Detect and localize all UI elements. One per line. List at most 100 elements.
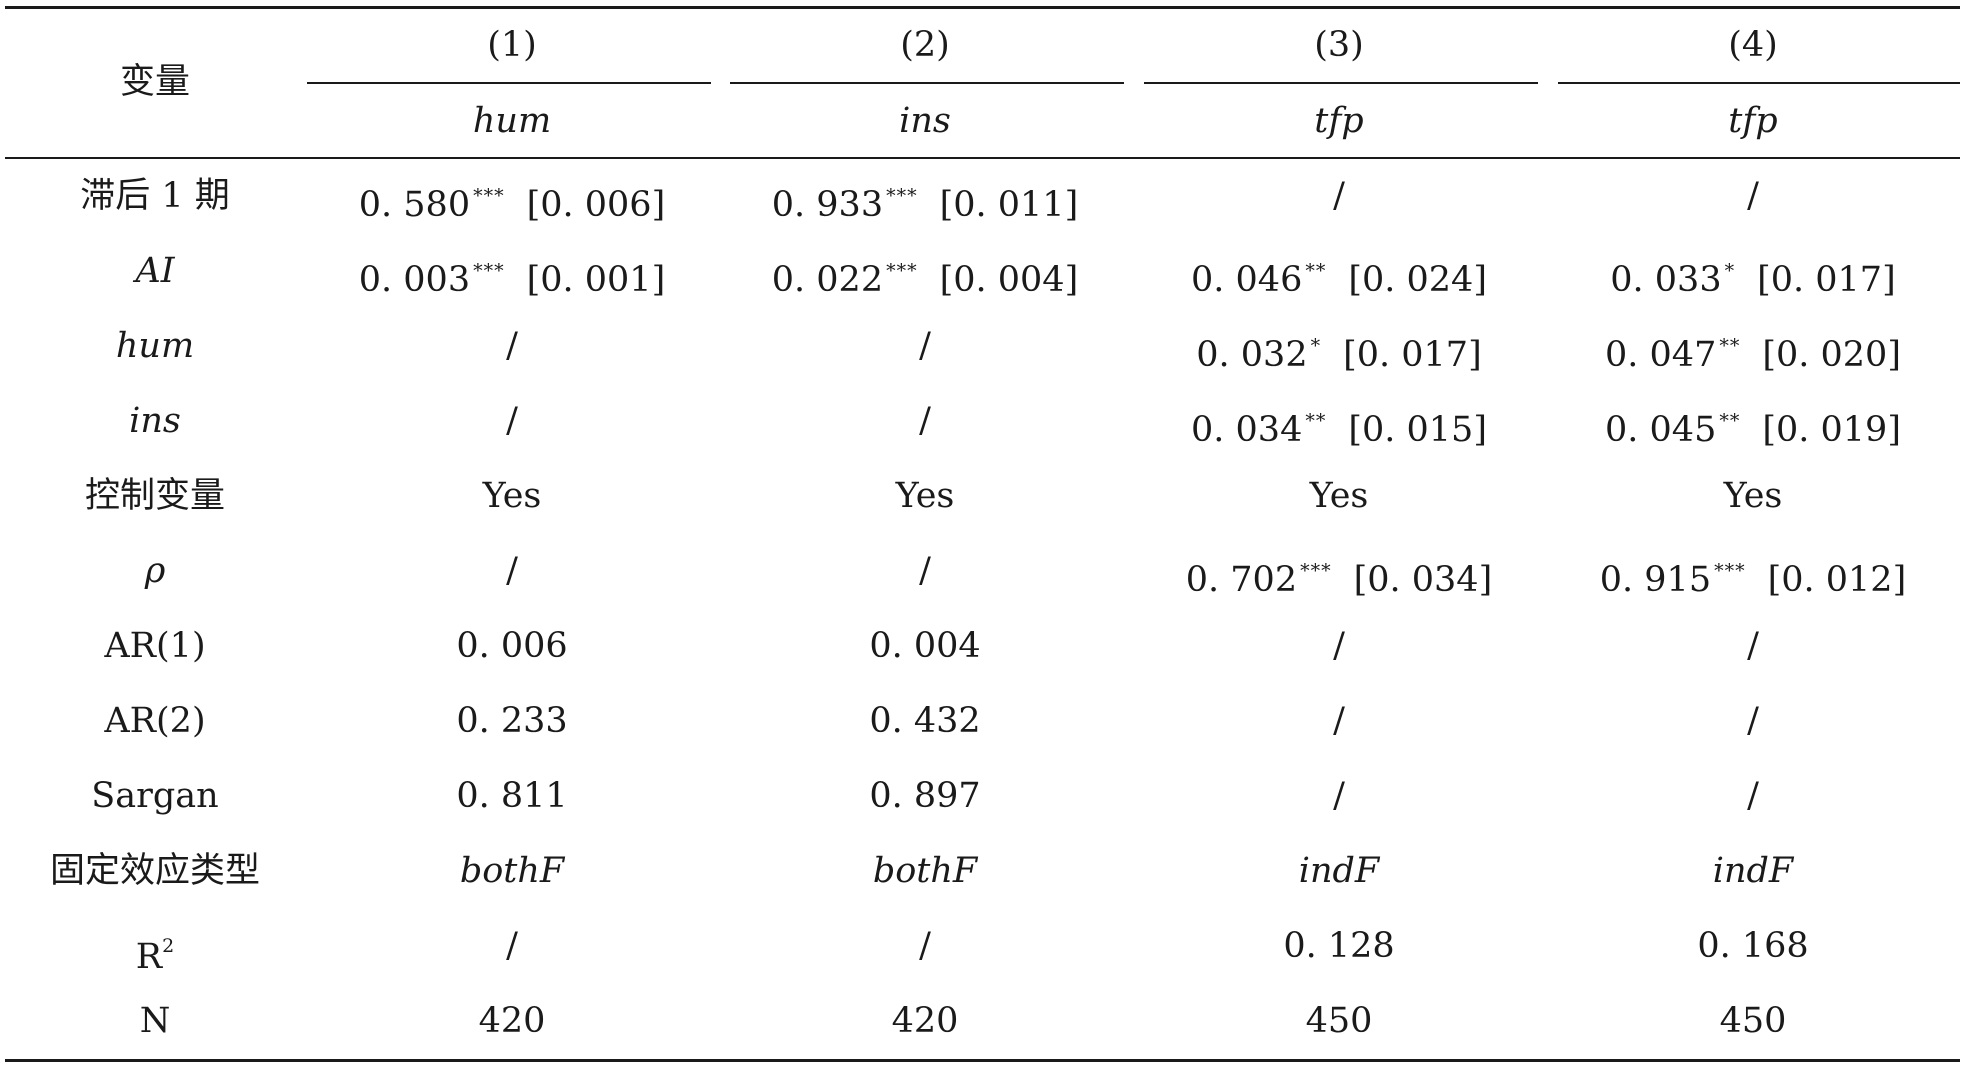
cell-value: / bbox=[1747, 776, 1759, 816]
table-cell: 0. 933 *** [0. 011] bbox=[718, 159, 1132, 234]
cell-value: 0. 432 bbox=[869, 701, 981, 741]
table-cell: / bbox=[1132, 609, 1546, 684]
significance-stars: ** bbox=[1719, 410, 1741, 432]
significance-stars: *** bbox=[473, 260, 505, 282]
cell-value: / bbox=[919, 926, 931, 966]
standard-error: [0. 034] bbox=[1353, 560, 1493, 600]
cell-value: / bbox=[1333, 626, 1345, 666]
table-cell: / bbox=[718, 534, 1132, 609]
row-label-text: AR(2) bbox=[104, 701, 206, 741]
cell-value: 0. 702 bbox=[1185, 560, 1298, 600]
table-cell: Yes bbox=[1546, 459, 1960, 534]
row-label: N bbox=[0, 984, 310, 1059]
col4-number: (4) bbox=[1728, 25, 1778, 65]
table-cell: bothF bbox=[305, 834, 719, 909]
significance-stars: *** bbox=[473, 185, 505, 207]
table-cell: 0. 915 *** [0. 012] bbox=[1546, 534, 1960, 609]
row-label: 滞后 1 期 bbox=[0, 159, 310, 234]
cell-value: / bbox=[1333, 701, 1345, 741]
significance-stars: *** bbox=[886, 260, 918, 282]
table-cell: Yes bbox=[305, 459, 719, 534]
row-label-text: hum bbox=[115, 326, 195, 366]
table-cell: 0. 034 ** [0. 015] bbox=[1132, 384, 1546, 459]
cell-value: 0. 897 bbox=[869, 776, 981, 816]
cell-value: / bbox=[919, 551, 931, 591]
table-cell: / bbox=[1132, 759, 1546, 834]
table-cell: 0. 811 bbox=[305, 759, 719, 834]
col3-dependent-var: tfp bbox=[1314, 101, 1364, 141]
table-cell: 450 bbox=[1546, 984, 1960, 1059]
standard-error: [0. 001] bbox=[526, 260, 666, 300]
cell-value: 0. 034 bbox=[1191, 410, 1303, 450]
significance-stars: ** bbox=[1719, 335, 1741, 357]
significance-stars: ** bbox=[1305, 260, 1327, 282]
cell-value: 0. 128 bbox=[1283, 926, 1395, 966]
cell-value: / bbox=[506, 401, 518, 441]
row-label: 固定效应类型 bbox=[0, 834, 310, 909]
cell-value: 0. 045 bbox=[1605, 410, 1717, 450]
col2-number: (2) bbox=[900, 25, 950, 65]
cell-value: 0. 032 bbox=[1196, 335, 1308, 375]
significance-stars: * bbox=[1724, 260, 1736, 282]
significance-stars: *** bbox=[886, 185, 918, 207]
cell-value: 420 bbox=[891, 1001, 959, 1041]
row-label: AR(2) bbox=[0, 684, 310, 759]
table-cell: indF bbox=[1546, 834, 1960, 909]
table-cell: 0. 047 ** [0. 020] bbox=[1546, 309, 1960, 384]
standard-error: [0. 015] bbox=[1348, 410, 1487, 450]
table-cell: / bbox=[1546, 684, 1960, 759]
cell-value: indF bbox=[1298, 851, 1380, 891]
table-cell: 0. 432 bbox=[718, 684, 1132, 759]
table-cell: Yes bbox=[1132, 459, 1546, 534]
table-cell: / bbox=[1546, 609, 1960, 684]
table-cell: 0. 033 * [0. 017] bbox=[1546, 234, 1960, 309]
col4-underline bbox=[1558, 82, 1960, 84]
significance-stars: *** bbox=[1714, 560, 1746, 582]
table-cell: 0. 003 *** [0. 001] bbox=[305, 234, 719, 309]
row-label: Sargan bbox=[0, 759, 310, 834]
table-cell: / bbox=[718, 309, 1132, 384]
standard-error: [0. 012] bbox=[1767, 560, 1907, 600]
cell-value: / bbox=[1333, 176, 1345, 216]
table-cell: / bbox=[718, 909, 1132, 984]
cell-value: 0. 933 bbox=[771, 185, 884, 225]
cell-value: indF bbox=[1712, 851, 1794, 891]
col4-dependent-var: tfp bbox=[1728, 101, 1778, 141]
cell-value: / bbox=[1747, 626, 1759, 666]
table-cell: / bbox=[1546, 759, 1960, 834]
standard-error: [0. 017] bbox=[1343, 335, 1482, 375]
row-label-text: ρ bbox=[144, 551, 166, 591]
table-cell: 0. 046 ** [0. 024] bbox=[1132, 234, 1546, 309]
row-label: R2 bbox=[0, 909, 310, 984]
table-cell: / bbox=[305, 534, 719, 609]
row-label-text: R bbox=[135, 937, 163, 977]
header-variable-label: 变量 bbox=[119, 62, 190, 102]
bottom-rule bbox=[5, 1059, 1960, 1062]
significance-stars: ** bbox=[1305, 410, 1327, 432]
row-label: hum bbox=[0, 309, 310, 384]
cell-value: 0. 004 bbox=[869, 626, 981, 666]
cell-value: 0. 022 bbox=[771, 260, 884, 300]
table-cell: 0. 022 *** [0. 004] bbox=[718, 234, 1132, 309]
cell-value: 0. 006 bbox=[456, 626, 568, 666]
header-rule bbox=[5, 157, 1960, 159]
table-cell: 0. 233 bbox=[305, 684, 719, 759]
col3-number: (3) bbox=[1314, 25, 1364, 65]
standard-error: [0. 006] bbox=[526, 185, 666, 225]
cell-value: 0. 003 bbox=[358, 260, 471, 300]
table-cell: 0. 006 bbox=[305, 609, 719, 684]
row-label-text: N bbox=[139, 1001, 171, 1041]
cell-value: / bbox=[506, 926, 518, 966]
cell-value: bothF bbox=[459, 851, 565, 891]
cell-value: / bbox=[1333, 776, 1345, 816]
cell-value: Yes bbox=[895, 476, 955, 516]
cell-value: 0. 168 bbox=[1697, 926, 1809, 966]
table-cell: 0. 004 bbox=[718, 609, 1132, 684]
row-label-superscript: 2 bbox=[162, 935, 175, 957]
row-label-text: 固定效应类型 bbox=[49, 851, 260, 891]
row-label: ins bbox=[0, 384, 310, 459]
table-cell: / bbox=[1546, 159, 1960, 234]
cell-value: bothF bbox=[872, 851, 978, 891]
standard-error: [0. 024] bbox=[1348, 260, 1487, 300]
cell-value: 450 bbox=[1719, 1001, 1787, 1041]
